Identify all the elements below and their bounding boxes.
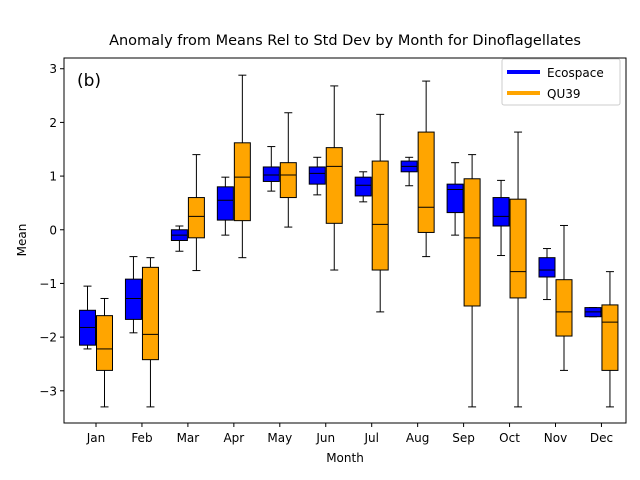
box-iqr	[233, 142, 251, 222]
x-tick-label: Jun	[315, 431, 335, 445]
x-tick-label: Dec	[590, 431, 613, 445]
x-tick-label: Aug	[406, 431, 429, 445]
legend: Ecospace QU39	[501, 58, 621, 106]
box-iqr	[538, 257, 556, 278]
legend-label-qu39: QU39	[547, 87, 581, 101]
y-axis-label: Mean	[15, 224, 29, 257]
box-ecospace-dec	[584, 307, 602, 318]
box-qu39-feb	[141, 257, 159, 408]
y-tick-label: 3	[49, 62, 57, 76]
box-ecospace-feb	[124, 256, 142, 334]
x-tick-label: Oct	[499, 431, 520, 445]
box-iqr	[417, 131, 435, 233]
box-qu39-apr	[233, 74, 251, 259]
box-qu39-jun	[325, 85, 343, 271]
box-iqr	[279, 162, 297, 199]
x-tick-label: Sep	[452, 431, 475, 445]
y-tick-label: −3	[39, 384, 57, 398]
box-iqr	[325, 147, 343, 224]
box-iqr	[446, 183, 464, 214]
box-iqr	[463, 178, 481, 307]
y-tick-label: 2	[49, 116, 57, 130]
y-tick-label: 0	[49, 223, 57, 237]
box-iqr	[187, 197, 205, 239]
y-tick-label: −1	[39, 277, 57, 291]
box-qu39-aug	[417, 80, 435, 258]
x-tick-label: Mar	[177, 431, 200, 445]
box-ecospace-nov	[538, 248, 556, 301]
x-axis: Jan Feb Mar Apr May Jun Jul Aug Sep Oct Nov Dec	[86, 423, 613, 445]
box-qu39-oct	[509, 131, 527, 408]
box-ecospace-jun	[308, 156, 326, 196]
box-qu39-dec	[601, 271, 619, 408]
plot-area	[79, 74, 619, 408]
box-iqr	[124, 278, 142, 320]
box-ecospace-aug	[400, 156, 418, 187]
x-tick-label: Nov	[544, 431, 567, 445]
y-tick-label: −2	[39, 331, 57, 345]
y-tick-label: 1	[49, 170, 57, 184]
box-qu39-jan	[96, 297, 113, 408]
legend-label-ecospace: Ecospace	[547, 66, 604, 80]
box-iqr	[96, 315, 113, 371]
y-axis: −3 −2 −1 0 1 2 3	[39, 62, 64, 398]
plot-frame	[63, 57, 627, 424]
box-iqr	[509, 198, 527, 299]
x-axis-label: Month	[326, 451, 364, 465]
box-iqr	[601, 304, 619, 371]
box-qu39-jul	[371, 113, 389, 313]
x-tick-label: Apr	[223, 431, 244, 445]
box-iqr	[308, 166, 326, 185]
x-tick-label: May	[267, 431, 292, 445]
box-iqr	[141, 266, 159, 361]
chart-title: Anomaly from Means Rel to Std Dev by Mon…	[109, 33, 581, 49]
box-ecospace-mar	[170, 225, 188, 252]
box-ecospace-oct	[492, 179, 510, 257]
x-tick-label: Jan	[86, 431, 106, 445]
box-iqr	[262, 166, 280, 182]
box-qu39-mar	[187, 154, 205, 272]
box-ecospace-jul	[354, 171, 372, 203]
box-ecospace-may	[262, 146, 280, 192]
box-iqr	[354, 176, 372, 197]
panel-label: (b)	[77, 71, 101, 91]
box-qu39-nov	[555, 224, 573, 371]
box-iqr	[216, 186, 234, 221]
box-iqr	[492, 197, 510, 227]
box-qu39-may	[279, 112, 297, 228]
x-tick-label: Jul	[363, 431, 378, 445]
x-tick-label: Feb	[131, 431, 152, 445]
box-ecospace-sep	[446, 162, 464, 236]
box-qu39-sep	[463, 154, 481, 408]
box-ecospace-apr	[216, 176, 234, 236]
box-ecospace-jan	[79, 285, 96, 350]
box-iqr	[371, 160, 389, 271]
box-iqr	[555, 279, 573, 337]
